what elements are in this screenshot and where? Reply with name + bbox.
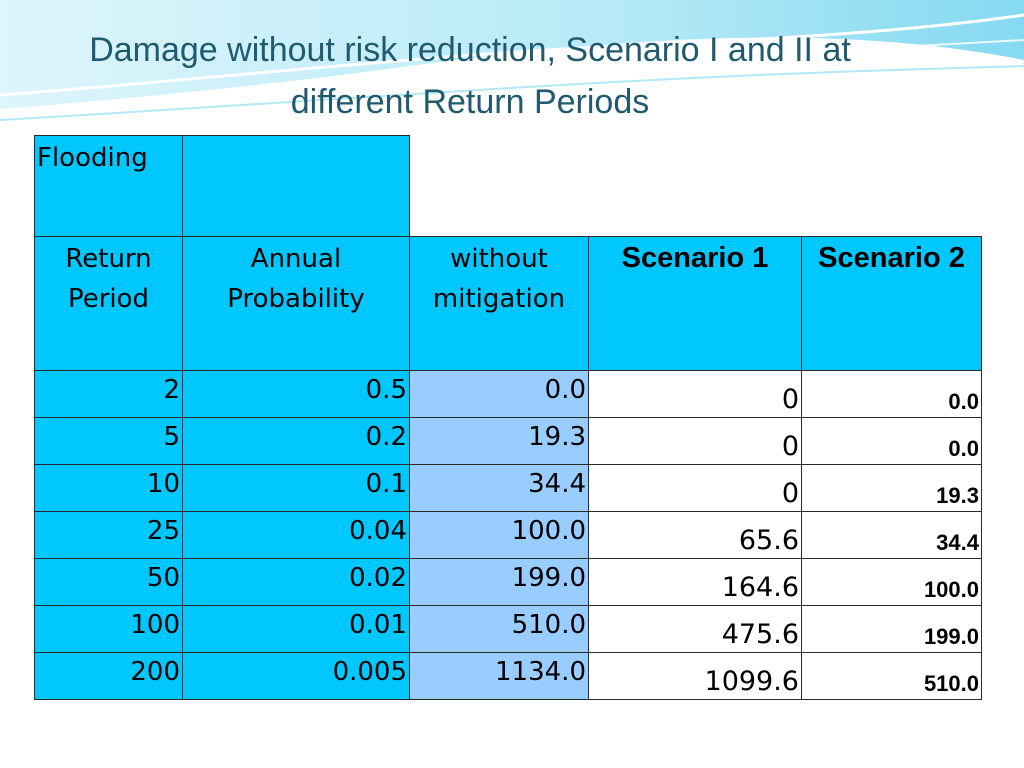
cell-scenario-1: 1099.6 <box>588 652 802 700</box>
header-without-mitigation: without mitigation <box>409 236 589 371</box>
cell-annual-probability: 0.1 <box>182 464 410 512</box>
cell-without-mitigation: 100.0 <box>409 511 589 559</box>
cell-scenario-2: 199.0 <box>801 605 982 653</box>
cell-scenario-2: 510.0 <box>801 652 982 700</box>
slide-title: Damage without risk reduction, Scenario … <box>0 24 940 128</box>
header-return-period: Return Period <box>34 236 183 371</box>
cell-scenario-2: 34.4 <box>801 511 982 559</box>
cell-return-period: 200 <box>34 652 183 700</box>
cell-annual-probability: 0.04 <box>182 511 410 559</box>
flooding-label: Flooding <box>34 135 183 237</box>
table-row: 2 0.5 0.0 0 0.0 <box>34 370 982 418</box>
cell-annual-probability: 0.01 <box>182 605 410 653</box>
header-annual-probability: Annual Probability <box>182 236 410 371</box>
table-body: 2 0.5 0.0 0 0.0 5 0.2 19.3 0 0.0 10 0.1 34.4 0 19.3 25 0… <box>34 370 982 700</box>
table-row: 10 0.1 34.4 0 19.3 <box>34 464 982 512</box>
cell-without-mitigation: 19.3 <box>409 417 589 465</box>
cell-without-mitigation: 34.4 <box>409 464 589 512</box>
cell-return-period: 50 <box>34 558 183 606</box>
cell-return-period: 2 <box>34 370 183 418</box>
cell-scenario-1: 164.6 <box>588 558 802 606</box>
cell-scenario-2: 0.0 <box>801 417 982 465</box>
wave-decoration <box>0 0 1024 121</box>
cell-scenario-1: 0 <box>588 370 802 418</box>
cell-scenario-1: 65.6 <box>588 511 802 559</box>
cell-without-mitigation: 199.0 <box>409 558 589 606</box>
blank-cell <box>410 136 589 237</box>
table-row: 25 0.04 100.0 65.6 34.4 <box>34 511 982 559</box>
header-scenario-1: Scenario 1 <box>588 236 802 371</box>
table-row: 5 0.2 19.3 0 0.0 <box>34 417 982 465</box>
cell-scenario-2: 0.0 <box>801 370 982 418</box>
cell-without-mitigation: 0.0 <box>409 370 589 418</box>
cell-annual-probability: 0.02 <box>182 558 410 606</box>
cell-scenario-1: 0 <box>588 464 802 512</box>
cell-scenario-1: 0 <box>588 417 802 465</box>
cell-annual-probability: 0.5 <box>182 370 410 418</box>
cell-scenario-1: 475.6 <box>588 605 802 653</box>
damage-table: Flooding Return Period Annual Probabilit… <box>34 135 982 700</box>
cell-return-period: 100 <box>34 605 183 653</box>
title-line-1: Damage without risk reduction, Scenario … <box>89 31 851 69</box>
cell-scenario-2: 19.3 <box>801 464 982 512</box>
blank-cell <box>802 136 982 237</box>
cell-return-period: 25 <box>34 511 183 559</box>
cell-without-mitigation: 510.0 <box>409 605 589 653</box>
empty-header-cell <box>182 135 410 237</box>
cell-return-period: 10 <box>34 464 183 512</box>
blank-cell <box>589 136 802 237</box>
table-header-top-row: Flooding <box>34 135 982 237</box>
table-header-row: Return Period Annual Probability without… <box>34 236 982 371</box>
cell-annual-probability: 0.005 <box>182 652 410 700</box>
table-row: 50 0.02 199.0 164.6 100.0 <box>34 558 982 606</box>
title-line-2: different Return Periods <box>290 83 650 121</box>
table-row: 100 0.01 510.0 475.6 199.0 <box>34 605 982 653</box>
header-scenario-2: Scenario 2 <box>801 236 982 371</box>
cell-without-mitigation: 1134.0 <box>409 652 589 700</box>
cell-scenario-2: 100.0 <box>801 558 982 606</box>
cell-annual-probability: 0.2 <box>182 417 410 465</box>
cell-return-period: 5 <box>34 417 183 465</box>
table-row: 200 0.005 1134.0 1099.6 510.0 <box>34 652 982 700</box>
